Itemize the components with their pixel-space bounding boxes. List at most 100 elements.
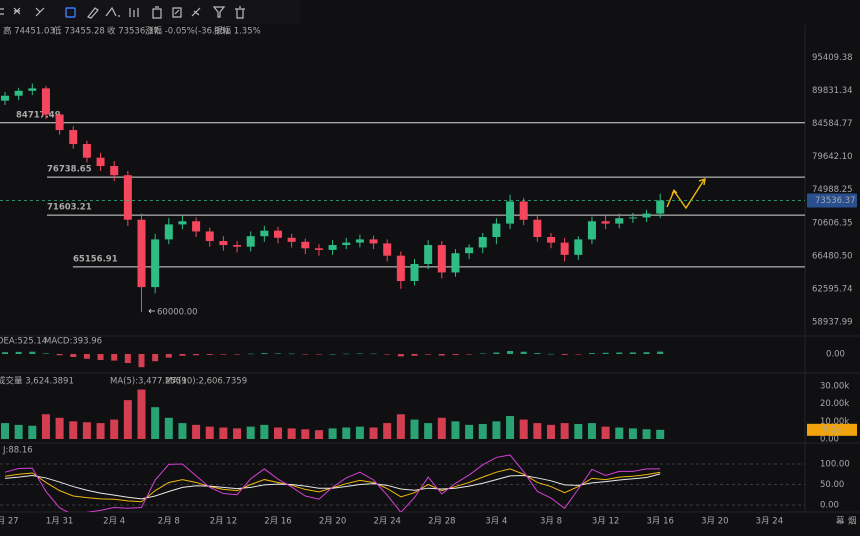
- macd-bar: [220, 354, 227, 355]
- tool-icon[interactable]: [13, 7, 21, 15]
- macd-bar: [602, 352, 609, 354]
- candle-body: [137, 219, 146, 288]
- tool-icon[interactable]: [152, 6, 162, 19]
- x-tick-label: 3月 24: [756, 517, 783, 527]
- macd-bar: [261, 353, 268, 354]
- last-price-label: 73536.37: [815, 196, 856, 206]
- tool-icon[interactable]: [212, 6, 226, 18]
- macd-bar: [83, 354, 90, 359]
- tool-icon[interactable]: [172, 7, 182, 18]
- volume-bar: [205, 426, 214, 439]
- volume-bar: [656, 429, 665, 439]
- y-tick-label: 62595.74: [812, 284, 853, 294]
- x-tick-label: 1月 27: [0, 517, 19, 527]
- x-tick-label: 2月 28: [428, 517, 455, 527]
- info-text: 收 73536.37: [107, 26, 159, 37]
- macd-bar: [534, 353, 541, 354]
- macd-bar: [548, 353, 554, 355]
- kdj-tick-label: 50.00: [820, 480, 844, 490]
- candle-body: [465, 247, 474, 254]
- volume-label: MA(10):2,606.7359: [165, 377, 247, 387]
- volume-tick-label: 10.00k: [820, 417, 849, 427]
- x-tick-label: 3月 12: [592, 517, 619, 527]
- volume-bar: [123, 400, 132, 439]
- volume-bar: [615, 427, 624, 439]
- x-tick-label: 3月 4: [485, 517, 507, 527]
- tool-icon[interactable]: [35, 7, 45, 17]
- volume-bar: [96, 423, 105, 439]
- macd-bar: [520, 351, 527, 354]
- macd-label: DEA:525.14: [0, 337, 47, 347]
- y-tick-label: 79642.10: [812, 152, 853, 162]
- macd-bar: [179, 354, 186, 356]
- annotation-arrowhead: [671, 188, 678, 195]
- volume-bar: [110, 419, 119, 439]
- macd-bar: [507, 351, 514, 354]
- corner-label[interactable]: 幕: [836, 516, 845, 527]
- volume-bar: [628, 428, 637, 439]
- macd-bar: [561, 354, 568, 355]
- volume-current-box: [807, 423, 857, 436]
- volume-bar: [137, 389, 146, 439]
- macd-bar: [138, 354, 145, 368]
- tool-icon[interactable]: [0, 8, 4, 15]
- macd-bar: [315, 354, 322, 355]
- kdj-tick-label: 100.00: [820, 460, 850, 470]
- volume-tick-label: 0.00: [820, 435, 839, 445]
- macd-bar: [234, 354, 241, 355]
- macd-bar: [206, 354, 213, 355]
- volume-bar: [233, 428, 242, 439]
- macd-bar: [56, 354, 63, 356]
- x-tick-label: 2月 8: [158, 517, 180, 527]
- volume-label: 成交量 3,624.3891: [0, 376, 74, 387]
- macd-bar: [493, 352, 500, 354]
- x-tick-label: 3月 16: [646, 517, 673, 527]
- candle-body: [519, 201, 528, 220]
- volume-bar: [246, 426, 255, 439]
- volume-bar: [355, 426, 364, 439]
- x-tick-label: 3月 8: [540, 517, 562, 527]
- candle-body: [506, 201, 515, 224]
- candle-body: [355, 239, 364, 243]
- candle-body: [656, 200, 665, 214]
- tool-icon[interactable]: [105, 6, 120, 17]
- tool-icon-active[interactable]: [65, 7, 76, 18]
- macd-tick-label: 0.00: [826, 350, 845, 360]
- candle-body: [164, 224, 173, 240]
- macd-bar: [302, 354, 309, 355]
- macd-bar: [657, 351, 664, 354]
- candle-body: [287, 237, 296, 242]
- annotation-arrowhead: [698, 177, 706, 186]
- macd-bar: [643, 352, 650, 354]
- kdj-tick-label: 0.00: [820, 501, 839, 511]
- annotation-arrow: [666, 179, 705, 210]
- macd-bar: [588, 353, 595, 354]
- macd-bar: [42, 353, 49, 354]
- candle-body: [82, 144, 91, 158]
- candle-body: [642, 213, 651, 218]
- x-tick-label: 3月 20: [701, 517, 728, 527]
- tool-icon[interactable]: [87, 7, 99, 19]
- macd-bar: [575, 354, 582, 355]
- corner-label[interactable]: 烟: [848, 517, 857, 527]
- macd-bar: [165, 354, 172, 358]
- volume-label: MA(5):3,477.2559: [110, 377, 187, 387]
- tool-icon[interactable]: [235, 6, 245, 19]
- volume-tick-label: 20.00k: [820, 399, 849, 409]
- volume-bar: [410, 419, 419, 439]
- tool-icon[interactable]: [129, 8, 139, 17]
- candle-body: [396, 255, 405, 282]
- candle-body: [192, 221, 201, 232]
- candle-body: [1, 95, 9, 101]
- tool-icon[interactable]: [191, 7, 201, 17]
- candle-body: [151, 239, 160, 288]
- macd-bar: [452, 354, 459, 355]
- macd-bar: [152, 354, 159, 362]
- volume-bar: [41, 414, 50, 439]
- kdj-line: [4, 454, 661, 512]
- macd-bar: [629, 352, 636, 354]
- macd-bar: [425, 354, 432, 355]
- volume-bar: [506, 416, 515, 439]
- toolbar: [0, 0, 300, 24]
